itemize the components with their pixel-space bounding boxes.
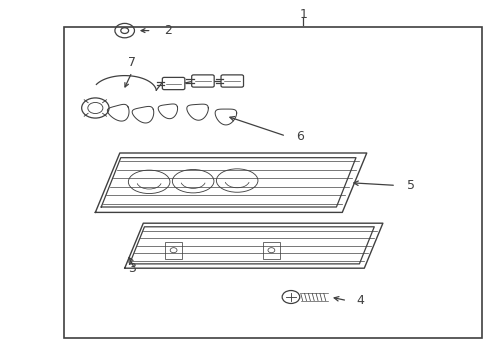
Text: 5: 5 <box>406 179 414 192</box>
FancyBboxPatch shape <box>162 77 184 90</box>
FancyBboxPatch shape <box>191 75 214 87</box>
Text: 4: 4 <box>355 294 363 307</box>
Circle shape <box>282 291 299 303</box>
Text: 7: 7 <box>128 56 136 69</box>
Text: 6: 6 <box>295 130 303 143</box>
Bar <box>164 242 182 259</box>
Text: 2: 2 <box>163 24 171 37</box>
Text: 3: 3 <box>128 262 136 275</box>
Text: 1: 1 <box>299 8 306 21</box>
Circle shape <box>81 98 109 118</box>
Bar <box>262 242 280 259</box>
Bar <box>63 27 481 338</box>
FancyBboxPatch shape <box>221 75 243 87</box>
